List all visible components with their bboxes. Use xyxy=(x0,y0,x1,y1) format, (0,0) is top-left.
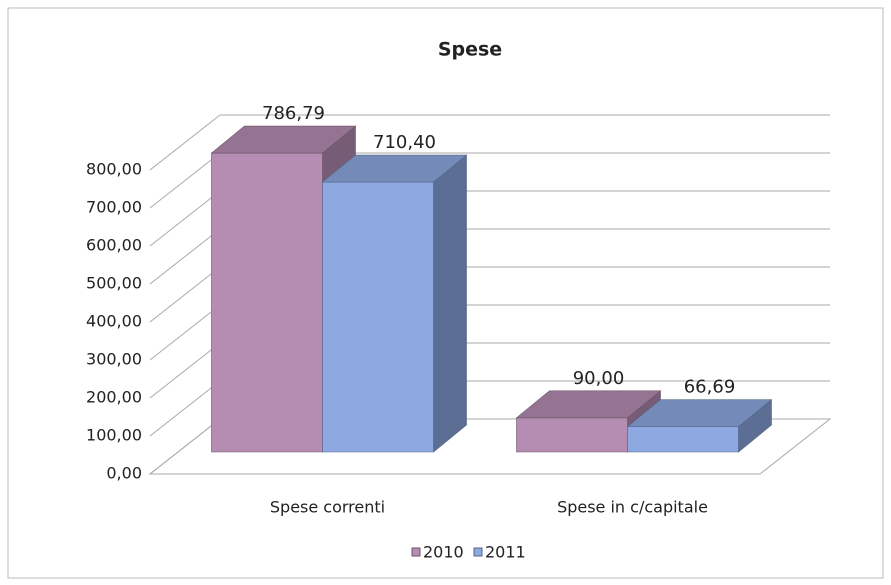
value-label: 66,69 xyxy=(684,377,736,398)
value-label: 90,00 xyxy=(573,368,625,389)
legend-label: 2010 xyxy=(423,543,464,562)
legend-swatch xyxy=(473,547,483,557)
y-tick-label: 700,00 xyxy=(86,198,142,217)
bar xyxy=(626,399,773,453)
bar-front xyxy=(211,152,323,453)
bar-top xyxy=(626,399,773,427)
bar-top xyxy=(515,390,662,419)
bar-front xyxy=(627,426,739,453)
bar-side xyxy=(433,154,467,453)
y-tick-label: 200,00 xyxy=(86,388,142,407)
legend-label: 2011 xyxy=(485,543,526,562)
grid-line xyxy=(149,114,221,171)
grid-line xyxy=(149,342,221,399)
y-tick-label: 100,00 xyxy=(86,426,142,445)
bar-top xyxy=(210,125,357,154)
value-label: 710,40 xyxy=(373,132,436,153)
bar xyxy=(515,390,662,453)
grid-line xyxy=(149,380,221,437)
grid-line xyxy=(149,190,221,247)
grid-line xyxy=(149,266,221,323)
y-tick-label: 800,00 xyxy=(86,160,142,179)
bar-top xyxy=(321,154,468,183)
bar-front xyxy=(322,181,434,453)
bar xyxy=(321,154,468,453)
bar-front xyxy=(516,417,628,453)
y-tick-label: 300,00 xyxy=(86,350,142,369)
grid-line xyxy=(149,418,221,475)
value-label: 786,79 xyxy=(262,103,325,124)
y-tick-label: 400,00 xyxy=(86,312,142,331)
grid-line xyxy=(149,228,221,285)
y-tick-label: 500,00 xyxy=(86,274,142,293)
grid-line xyxy=(149,304,221,361)
y-tick-label: 0,00 xyxy=(106,464,142,483)
grid-line xyxy=(149,152,221,209)
x-tick-label: Spese correnti xyxy=(270,498,385,517)
chart-title: Spese xyxy=(438,39,502,61)
x-tick-label: Spese in c/capitale xyxy=(557,498,708,517)
legend-swatch xyxy=(411,547,421,557)
y-tick-label: 600,00 xyxy=(86,236,142,255)
